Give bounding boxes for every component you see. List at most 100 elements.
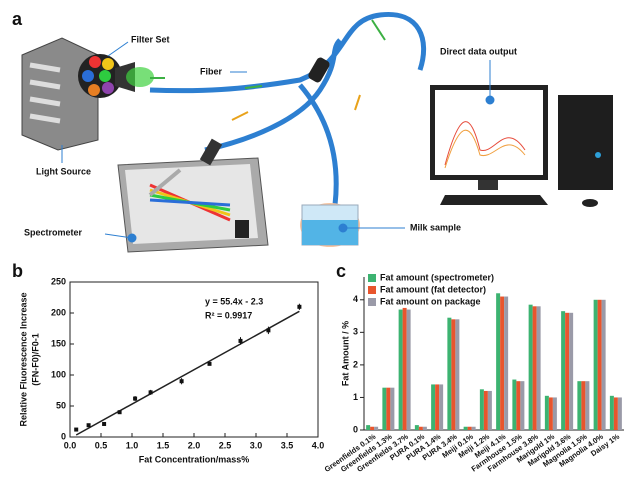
bar xyxy=(370,427,374,430)
bar xyxy=(374,427,378,430)
point xyxy=(297,305,301,309)
bar xyxy=(565,313,569,430)
point xyxy=(180,379,184,383)
bar xyxy=(480,389,484,430)
bar xyxy=(423,427,427,430)
bar xyxy=(407,310,411,430)
bar xyxy=(419,427,423,430)
bar xyxy=(553,397,557,430)
x-tick-label: 4.0 xyxy=(312,440,325,450)
point xyxy=(102,422,106,426)
bar xyxy=(602,300,606,430)
y-tick-label: 3 xyxy=(353,327,358,337)
point xyxy=(74,428,78,432)
bar xyxy=(504,297,508,430)
point xyxy=(208,362,212,366)
bar xyxy=(468,427,472,430)
bar xyxy=(520,381,524,430)
point xyxy=(133,397,137,401)
x-tick-label: 1.0 xyxy=(126,440,139,450)
y-tick-label: 150 xyxy=(51,338,66,348)
bar xyxy=(472,427,476,430)
annotation: R² = 0.9917 xyxy=(205,310,252,320)
y-tick-label: 0 xyxy=(353,424,358,434)
bar xyxy=(500,297,504,430)
bar xyxy=(545,396,549,430)
bar xyxy=(484,391,488,430)
y-axis-label: Relative Fluorescence Increase xyxy=(18,292,28,426)
bar xyxy=(399,310,403,430)
bar xyxy=(569,313,573,430)
point xyxy=(149,390,153,394)
panel-label: a xyxy=(12,9,23,29)
bar xyxy=(618,397,622,430)
y-tick-label: 250 xyxy=(51,276,66,286)
bar xyxy=(594,300,598,430)
bar xyxy=(549,397,553,430)
bar xyxy=(366,425,370,430)
y-axis-label: (FN-F0)/F0-1 xyxy=(30,333,40,386)
x-axis-label: Fat Concentration/mass% xyxy=(139,454,250,464)
x-tick-label: 0.0 xyxy=(64,440,77,450)
label: Filter Set xyxy=(131,34,170,44)
diagram: a xyxy=(12,9,613,252)
y-tick-label: 200 xyxy=(51,307,66,317)
panel-label: c xyxy=(336,261,346,281)
bar xyxy=(512,380,516,430)
bar xyxy=(447,318,451,430)
bar xyxy=(614,397,618,430)
legend-label: Fat amount on package xyxy=(380,296,481,306)
label: Spectrometer xyxy=(24,227,83,237)
y-tick-label: 4 xyxy=(353,294,358,304)
bar xyxy=(403,308,407,430)
bar xyxy=(533,306,537,430)
bar xyxy=(415,425,419,430)
legend-label: Fat amount (spectrometer) xyxy=(380,272,494,282)
computer xyxy=(430,85,613,207)
green-beam xyxy=(126,67,154,87)
label: Direct data output xyxy=(440,46,517,56)
spectrometer-box xyxy=(118,139,268,252)
bar xyxy=(464,427,468,430)
y-tick-label: 50 xyxy=(56,400,66,410)
beaker xyxy=(300,203,360,247)
bar xyxy=(455,319,459,430)
x-tick-label: 3.0 xyxy=(250,440,263,450)
legend-label: Fat amount (fat detector) xyxy=(380,284,486,294)
bar xyxy=(577,381,581,430)
panel-label: b xyxy=(12,261,23,281)
plot-frame xyxy=(70,282,318,437)
bar xyxy=(451,319,455,430)
legend-swatch xyxy=(368,286,376,294)
x-tick-label: 2.5 xyxy=(219,440,232,450)
bar xyxy=(585,381,589,430)
bar xyxy=(537,306,541,430)
point xyxy=(239,339,243,343)
y-tick-label: 100 xyxy=(51,369,66,379)
label: Milk sample xyxy=(410,222,461,232)
bar xyxy=(431,384,435,430)
bar xyxy=(610,396,614,430)
bar xyxy=(382,388,386,430)
y-tick-label: 2 xyxy=(353,359,358,369)
label: Fiber xyxy=(200,66,223,76)
x-tick-label: 1.5 xyxy=(157,440,170,450)
bar xyxy=(390,388,394,430)
bar xyxy=(561,311,565,430)
label: Light Source xyxy=(36,166,91,176)
bar xyxy=(488,391,492,430)
y-tick-label: 1 xyxy=(353,392,358,402)
bar xyxy=(529,305,533,430)
point xyxy=(87,423,91,427)
bar xyxy=(435,384,439,430)
light-source-box xyxy=(22,38,98,150)
bar xyxy=(496,293,500,430)
x-tick-label: 0.5 xyxy=(95,440,108,450)
bar xyxy=(516,381,520,430)
fit-line xyxy=(76,311,299,435)
figure: a xyxy=(0,0,627,481)
y-tick-label: 0 xyxy=(61,431,66,441)
point xyxy=(266,328,270,332)
legend-swatch xyxy=(368,298,376,306)
bar xyxy=(581,381,585,430)
